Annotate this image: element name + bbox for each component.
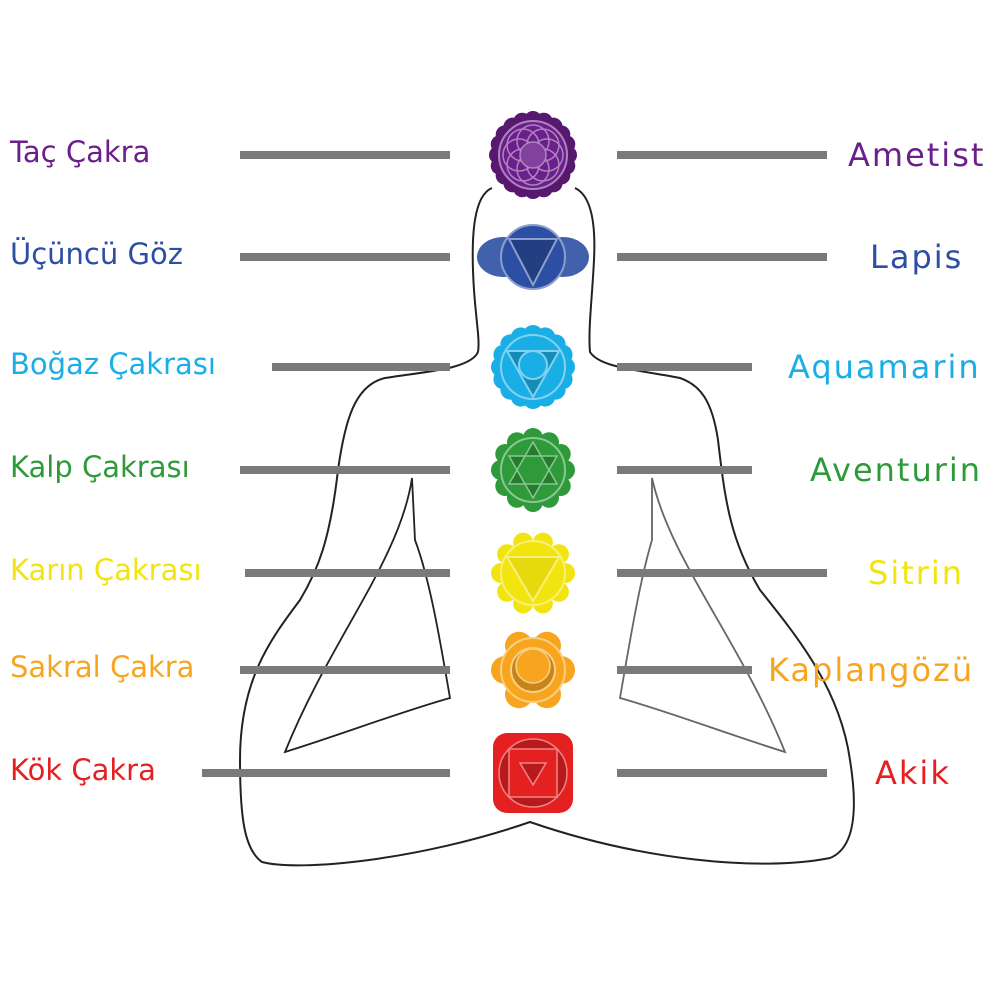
- left-connector-bar: [240, 253, 450, 261]
- stone-name-label: Akik: [875, 754, 951, 792]
- right-arm-outline: [618, 477, 787, 754]
- stone-name-label: Ametist: [848, 136, 986, 174]
- left-connector-bar: [202, 769, 450, 777]
- right-connector-bar: [617, 666, 752, 674]
- chakra-name-label: Sakral Çakra: [10, 650, 195, 684]
- stone-name-label: Aventurin: [810, 451, 983, 489]
- right-connector-bar: [617, 569, 827, 577]
- sacral-chakra-icon: [491, 631, 575, 709]
- chakra-name-label: Karın Çakrası: [10, 553, 202, 587]
- right-connector-bar: [617, 151, 827, 159]
- left-connector-bar: [240, 666, 450, 674]
- left-connector-bar: [240, 151, 450, 159]
- heart-chakra-icon: [491, 428, 575, 512]
- crown-chakra-lotus-icon: [489, 111, 577, 199]
- stone-name-label: Aquamarin: [788, 348, 981, 386]
- solar-plexus-chakra-icon: [491, 532, 575, 614]
- meditating-body-outline: [238, 187, 855, 867]
- root-chakra-icon: [493, 733, 573, 813]
- right-connector-bar: [617, 363, 752, 371]
- third-eye-chakra-icon: [477, 224, 589, 290]
- stone-name-label: Kaplangözü: [768, 651, 975, 689]
- right-connector-bar: [617, 769, 827, 777]
- left-connector-bar: [245, 569, 450, 577]
- left-connector-bar: [240, 466, 450, 474]
- chakra-name-label: Üçüncü Göz: [10, 237, 183, 271]
- throat-chakra-icon: [491, 325, 575, 409]
- chakra-name-label: Kalp Çakrası: [10, 450, 190, 484]
- chakra-name-label: Kök Çakra: [10, 753, 156, 787]
- left-arm-outline: [283, 477, 452, 754]
- left-connector-bar: [272, 363, 450, 371]
- stone-name-label: Lapis: [870, 238, 964, 276]
- right-connector-bar: [617, 253, 827, 261]
- stone-name-label: Sitrin: [868, 554, 965, 592]
- chakra-name-label: Boğaz Çakrası: [10, 347, 216, 381]
- right-connector-bar: [617, 466, 752, 474]
- chakra-name-label: Taç Çakra: [10, 135, 151, 169]
